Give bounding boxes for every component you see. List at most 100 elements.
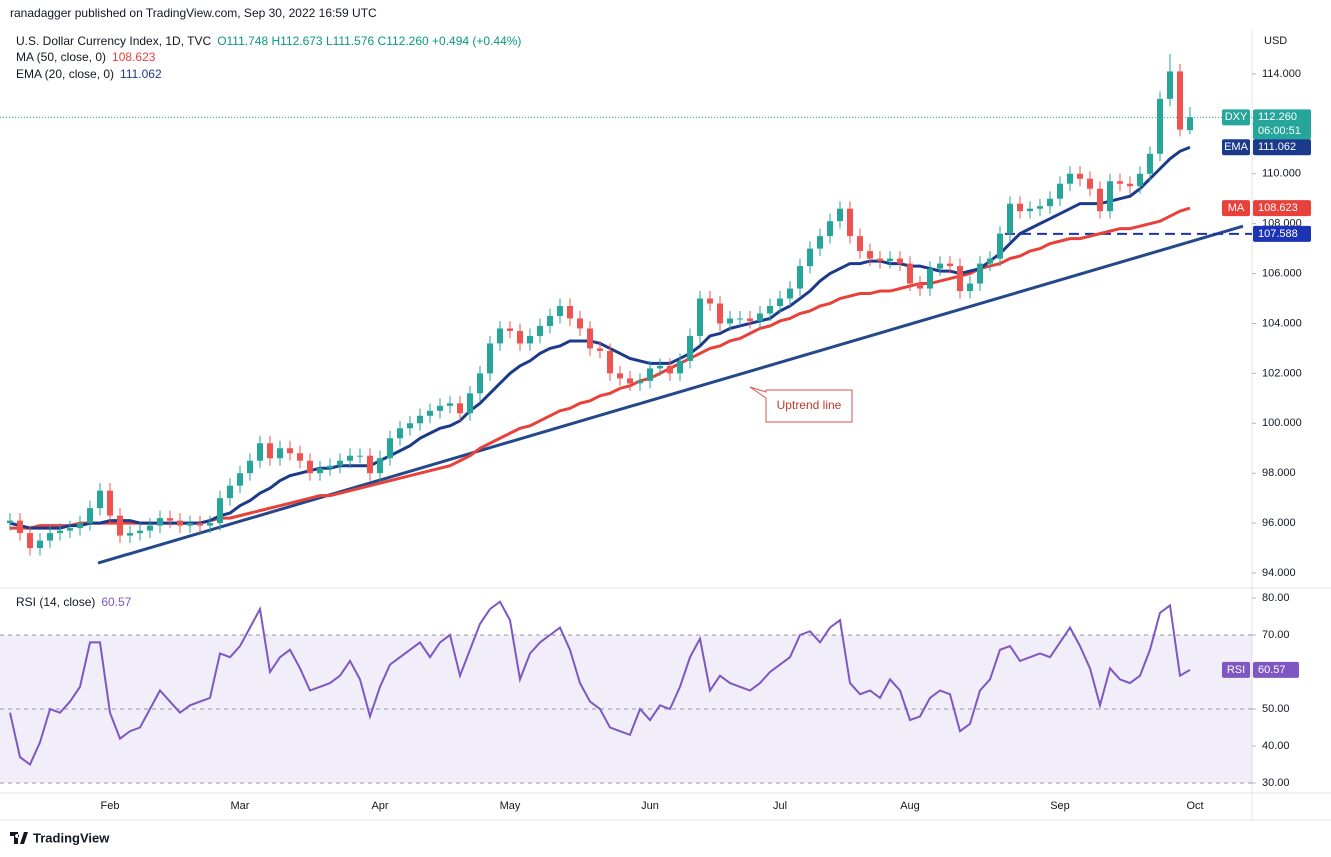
candle-body — [577, 318, 583, 329]
candle-body — [207, 523, 213, 526]
candle-body — [887, 258, 893, 262]
tag-value-box — [1253, 109, 1311, 140]
candle-body — [1127, 183, 1133, 187]
candle-body — [117, 515, 123, 536]
candle-body — [337, 460, 343, 466]
candle-body — [1047, 198, 1053, 207]
candle-body — [1117, 181, 1123, 184]
plot-area: 94.000 96.000 98.000 100.000 102.000 104.000 1… — [0, 53, 1302, 812]
candle-body — [607, 350, 613, 374]
candle-body — [197, 523, 203, 526]
logo-icon — [10, 832, 28, 844]
candle-body — [177, 520, 183, 526]
candle-body — [877, 258, 883, 262]
candle-body — [217, 498, 223, 524]
y-tick-label: 30.00 — [1262, 777, 1290, 789]
legend-title: U.S. Dollar Currency Index, 1D, TVC O111.… — [16, 34, 521, 48]
candle-body — [87, 508, 93, 524]
legend-value: 60.57 — [101, 595, 131, 609]
axis-unit: USD — [1264, 35, 1287, 47]
candle-body — [667, 365, 673, 374]
candle-body — [947, 263, 953, 267]
candle-body — [287, 448, 293, 454]
y-tick-label: 50.00 — [1262, 703, 1290, 715]
candle-body — [837, 208, 843, 222]
y-tick-label: 80.00 — [1262, 592, 1290, 604]
candle-body — [367, 455, 373, 474]
candle-body — [707, 298, 713, 304]
candle-body — [447, 403, 453, 406]
candle-body — [147, 525, 153, 531]
candle-body — [7, 520, 13, 524]
tag-value-box — [1253, 200, 1311, 217]
y-tick-label: 106.000 — [1262, 267, 1302, 279]
candle-body — [357, 455, 363, 457]
legend-rsi: RSI (14, close) 60.57 — [16, 595, 132, 609]
candle-body — [527, 335, 533, 344]
tag-name-box — [1222, 139, 1250, 156]
candle-body — [247, 460, 253, 474]
candle-body — [467, 393, 473, 414]
tag-name-box — [1222, 661, 1250, 678]
candle-body — [27, 533, 33, 549]
candle-body — [927, 268, 933, 289]
x-tick-label: Mar — [231, 800, 250, 812]
candle-body — [277, 448, 283, 459]
candle-body — [167, 518, 173, 521]
candle-body — [377, 458, 383, 474]
candle-body — [587, 328, 593, 349]
candle-body — [517, 330, 523, 344]
candle-body — [627, 378, 633, 384]
x-tick-label: May — [500, 800, 521, 812]
tag-name-box — [1222, 109, 1250, 126]
candle-body — [457, 403, 463, 414]
candle-body — [57, 530, 63, 534]
candle-body — [777, 298, 783, 307]
y-tick-label: 104.000 — [1262, 317, 1302, 329]
legend-name: EMA (20, close, 0) — [16, 67, 114, 81]
x-tick-label: Aug — [900, 800, 920, 812]
y-tick-label: 98.000 — [1262, 467, 1296, 479]
candle-body — [857, 236, 863, 252]
candle-body — [97, 490, 103, 509]
candle-body — [1027, 208, 1033, 212]
y-tick-label: 100.000 — [1262, 417, 1302, 429]
candle-body — [977, 263, 983, 284]
published-note: ranadagger published on TradingView.com,… — [10, 6, 377, 20]
candle-body — [547, 315, 553, 326]
candle-body — [687, 335, 693, 361]
tag-value-box — [1253, 225, 1311, 242]
candle-body — [1007, 203, 1013, 234]
x-tick-label: Feb — [101, 800, 120, 812]
candle-body — [327, 465, 333, 469]
y-tick-label: 114.000 — [1262, 68, 1301, 80]
legend-name: MA (50, close, 0) — [16, 50, 106, 64]
tag-name: MA — [1228, 202, 1245, 214]
candle-body — [807, 248, 813, 267]
tag-countdown: 06:00:51 — [1258, 125, 1301, 137]
candle-body — [557, 306, 563, 316]
ohlc: O111.748 H112.673 L111.576 C112.260 +0.4… — [217, 34, 521, 48]
tag-value-box — [1253, 661, 1299, 678]
tag-value: 60.57 — [1258, 664, 1286, 676]
candle-body — [1067, 173, 1073, 184]
legend-name: RSI (14, close) — [16, 595, 95, 609]
logo-text: TradingView — [33, 830, 110, 845]
legend-ema: EMA (20, close, 0) 111.062 — [16, 67, 162, 81]
candle-body — [1077, 173, 1083, 179]
candle-body — [127, 533, 133, 536]
candle-body — [1037, 206, 1043, 209]
tag-value: 111.062 — [1258, 141, 1296, 153]
legend-ma: MA (50, close, 0) 108.623 — [16, 50, 156, 64]
candle-body — [257, 443, 263, 461]
candle-body — [157, 518, 163, 526]
candle-body — [817, 236, 823, 249]
candle-body — [107, 490, 113, 516]
x-tick-label: Jul — [773, 800, 787, 812]
candle-body — [767, 306, 773, 314]
candle-body — [1087, 178, 1093, 189]
candle-body — [657, 365, 663, 369]
